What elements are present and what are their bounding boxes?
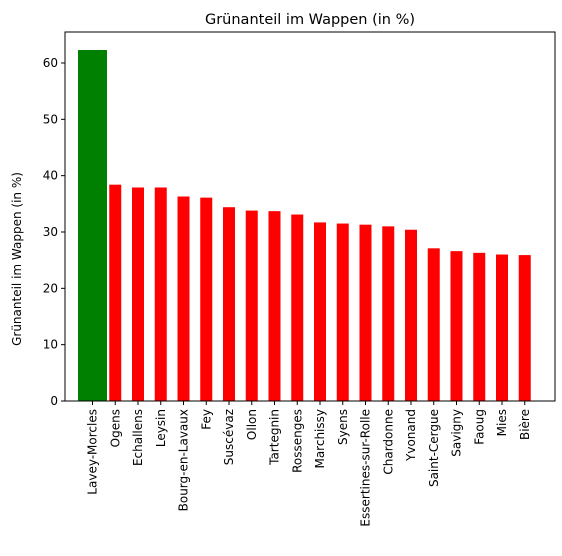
y-ticks-group: 0 10 20 30 40 50 60 xyxy=(43,56,65,408)
bar-chardonne xyxy=(382,226,395,401)
bar-susc-vaz xyxy=(223,207,235,401)
x-tick-label: Saint-Cergue xyxy=(427,409,441,487)
y-tick-label: 60 xyxy=(43,56,58,70)
bar-mies xyxy=(496,254,508,401)
x-tick-label: Savigny xyxy=(450,409,464,457)
x-tick-label: Bière xyxy=(518,409,532,440)
bars-group xyxy=(78,50,531,402)
x-tick-label: Yvonand xyxy=(404,409,418,462)
x-ticks-group: Lavey-Morcles Ogens Echallens Leysin Bourg-e… xyxy=(86,401,532,527)
bar-tartegnin xyxy=(268,211,281,401)
bar-ollon xyxy=(245,210,258,401)
bar-saint-cergue xyxy=(427,248,440,401)
y-tick-label: 0 xyxy=(50,394,58,408)
x-tick-label: Faoug xyxy=(472,409,486,445)
y-tick-label: 40 xyxy=(43,169,58,183)
bar-rossenges xyxy=(291,214,304,401)
x-tick-label: Chardonne xyxy=(381,409,395,475)
x-tick-label: Suscévaz xyxy=(222,409,236,465)
x-tick-label: Syens xyxy=(336,409,350,445)
x-tick-label: Marchissy xyxy=(313,409,327,469)
x-tick-label: Echallens xyxy=(131,409,145,466)
bar-ogens xyxy=(109,184,122,401)
x-tick-label: Bourg-en-Lavaux xyxy=(177,409,191,511)
bar-essertines-sur-rolle xyxy=(359,224,372,401)
bar-bi-re xyxy=(518,255,531,401)
bar-marchissy xyxy=(314,222,326,401)
x-tick-label: Fey xyxy=(199,409,213,430)
bar-savigny xyxy=(450,251,463,401)
bar-lavey-morcles xyxy=(78,50,107,402)
y-tick-label: 10 xyxy=(43,338,58,352)
bar-syens xyxy=(336,223,349,401)
plot-frame xyxy=(64,31,556,402)
x-tick-label: Essertines-sur-Rolle xyxy=(359,409,373,527)
y-tick-label: 50 xyxy=(43,112,58,126)
x-tick-label: Leysin xyxy=(154,409,168,447)
x-tick-label: Rossenges xyxy=(290,409,304,473)
bar-yvonand xyxy=(405,229,417,401)
y-tick-label: 30 xyxy=(43,225,58,239)
y-axis-label: Grünanteil im Wappen (in %) xyxy=(10,172,24,346)
x-tick-label: Ogens xyxy=(108,409,122,447)
bar-fey xyxy=(200,197,213,401)
chart-title: Grünanteil im Wappen (in %) xyxy=(205,12,415,28)
x-tick-label: Ollon xyxy=(245,409,259,440)
bar-bourg-en-lavaux xyxy=(177,196,190,401)
bar-leysin xyxy=(154,187,167,401)
bar-echallens xyxy=(132,187,144,401)
bar-faoug xyxy=(473,252,486,401)
x-tick-label: Mies xyxy=(495,409,509,436)
x-tick-label: Tartegnin xyxy=(268,409,282,466)
x-tick-label: Lavey-Morcles xyxy=(86,409,100,495)
y-tick-label: 20 xyxy=(43,281,58,295)
